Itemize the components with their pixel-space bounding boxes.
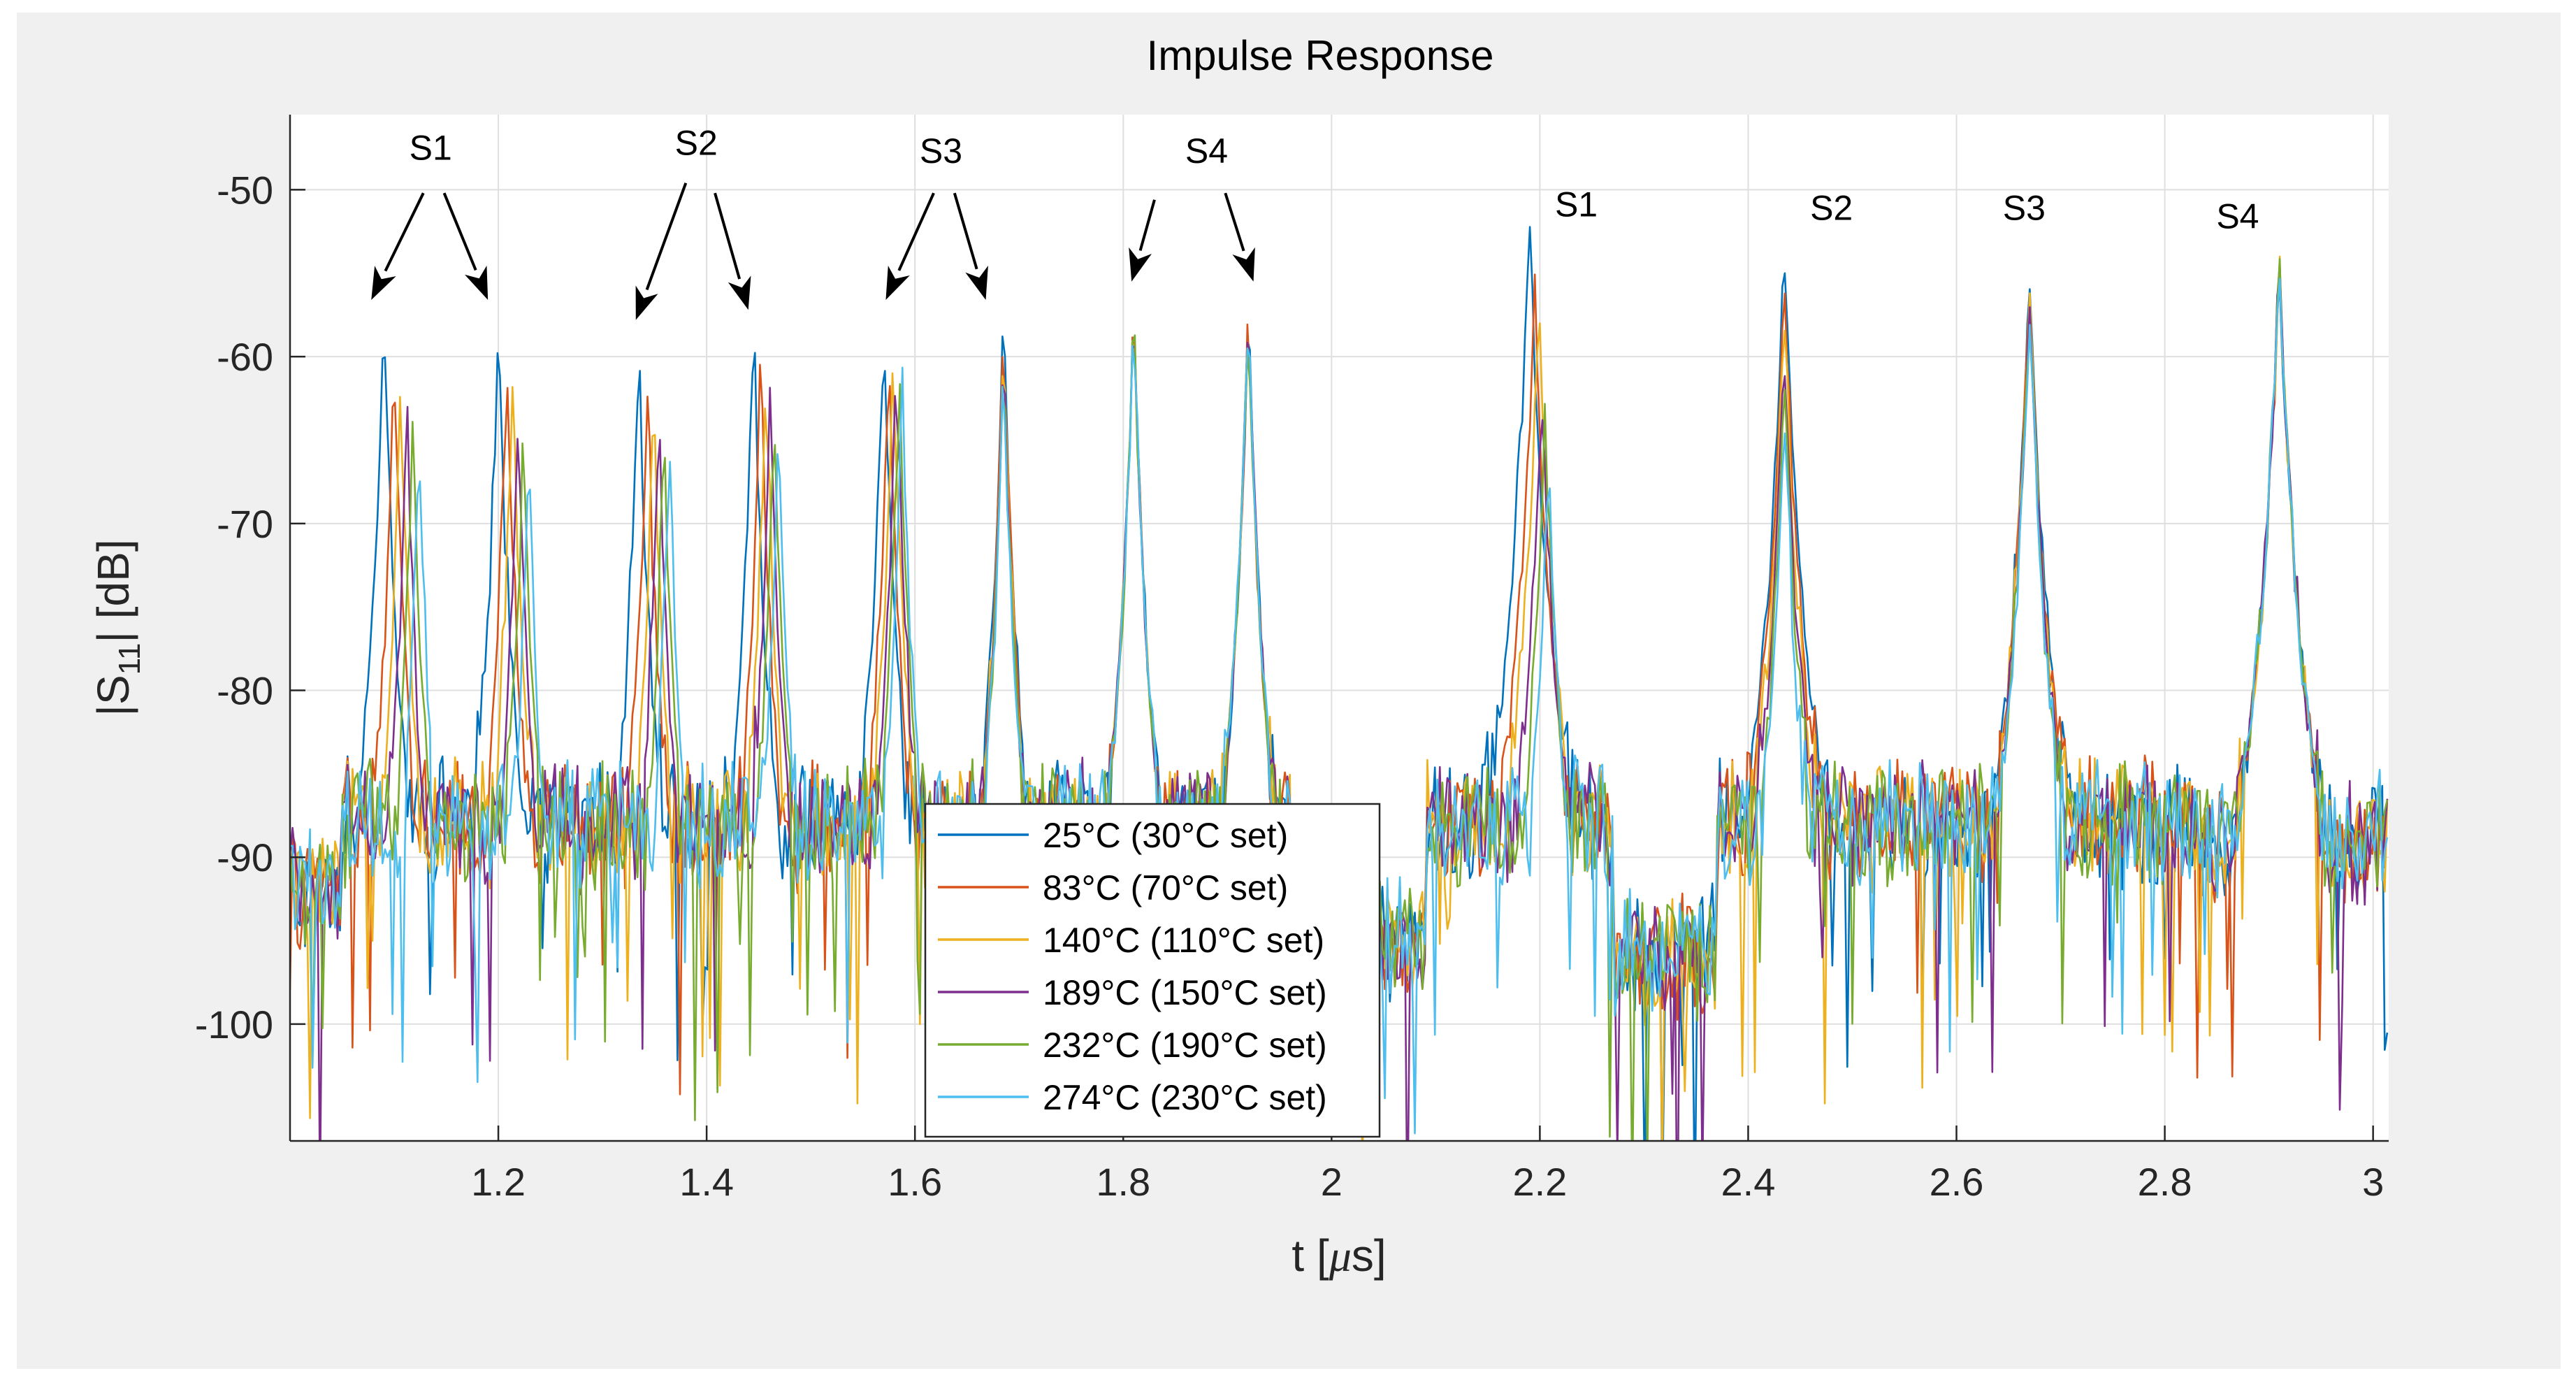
- arrow-head: [965, 266, 988, 300]
- x-tick-label: 3: [2362, 1160, 2384, 1204]
- y-tick-label: -60: [217, 335, 273, 379]
- arrow-shaft: [645, 182, 688, 291]
- x-axis-label-mu: μ: [1329, 1231, 1352, 1281]
- arrow-shaft: [714, 192, 741, 280]
- arrow-shaft: [953, 192, 978, 270]
- figure-background: 1.2 1.4 1.6 1.8 2 2.2 2.4 2.6 2.8 3 -50 -60 -70 -80 -9…: [17, 13, 2561, 1369]
- peak-label: S3: [2003, 188, 2046, 227]
- y-tick-label: -90: [217, 835, 273, 879]
- peak-label: S4: [1185, 131, 1228, 171]
- x-tick-label: 2: [1321, 1160, 1343, 1204]
- x-axis-label: t [μs]: [1291, 1230, 1386, 1281]
- arrow-shaft: [897, 192, 935, 271]
- impulse-response-chart: 1.2 1.4 1.6 1.8 2 2.2 2.4 2.6 2.8 3 -50 -60 -70 -80 -9…: [88, 32, 2389, 1281]
- legend-label: 25°C (30°C set): [1043, 816, 1288, 855]
- x-tick-label: 2.8: [2138, 1160, 2192, 1204]
- legend-box: [924, 803, 1381, 1138]
- axes-box: [289, 115, 2389, 1142]
- y-axis-label-end: | [dB]: [88, 539, 138, 642]
- y-tick-label: -50: [217, 168, 273, 212]
- arrow-head: [885, 266, 910, 300]
- arrow-shaft: [1138, 199, 1156, 251]
- x-tick-label: 1.6: [888, 1160, 942, 1204]
- peak-label: S3: [920, 131, 962, 171]
- peak-label: S4: [2216, 196, 2259, 236]
- arrow-head: [635, 285, 658, 320]
- arrow-shaft: [442, 192, 477, 271]
- legend-label: 274°C (230°C set): [1043, 1078, 1327, 1117]
- x-tick-label: 1.4: [679, 1160, 734, 1204]
- arrow-shaft: [1224, 192, 1245, 252]
- y-axis-label: |S11| [dB]: [88, 539, 147, 716]
- y-tick-label: -100: [195, 1002, 273, 1047]
- legend-label: 189°C (150°C set): [1043, 973, 1327, 1012]
- arrow-head: [728, 275, 751, 310]
- legend-label: 140°C (110°C set): [1043, 921, 1324, 960]
- axis-ticks: 1.2 1.4 1.6 1.8 2 2.2 2.4 2.6 2.8 3 -50 -60 -70 -80 -9…: [195, 168, 2384, 1204]
- legend-label: 232°C (190°C set): [1043, 1026, 1327, 1065]
- arrow-head: [371, 266, 396, 300]
- legend: 25°C (30°C set) 83°C (70°C set) 140°C (110…: [924, 803, 1381, 1138]
- chart-title: Impulse Response: [1147, 32, 1494, 79]
- peak-label: S2: [1810, 188, 1853, 227]
- x-tick-label: 1.8: [1096, 1160, 1150, 1204]
- peak-label: S1: [410, 128, 452, 167]
- x-axis-label-base: t [: [1291, 1230, 1329, 1281]
- y-axis-label-sub: 11: [113, 643, 147, 675]
- y-axis-label-base: |S: [88, 675, 138, 716]
- x-axis-label-end: s]: [1352, 1230, 1387, 1281]
- peak-label: S1: [1555, 185, 1598, 224]
- x-tick-label: 2.6: [1930, 1160, 1984, 1204]
- legend-label: 83°C (70°C set): [1043, 868, 1288, 907]
- x-tick-label: 2.4: [1721, 1160, 1776, 1204]
- y-tick-label: -80: [217, 669, 273, 713]
- peak-label: S2: [675, 123, 718, 162]
- y-tick-label: -70: [217, 502, 273, 546]
- arrow-shaft: [384, 192, 425, 272]
- x-tick-label: 1.2: [471, 1160, 526, 1204]
- x-tick-label: 2.2: [1512, 1160, 1567, 1204]
- arrow-head: [464, 265, 489, 300]
- arrow-head: [1129, 247, 1152, 282]
- peak-annotations: S1 S2 S3 S4 S1 S2 S3 S4: [371, 123, 2259, 320]
- arrow-head: [1232, 247, 1255, 282]
